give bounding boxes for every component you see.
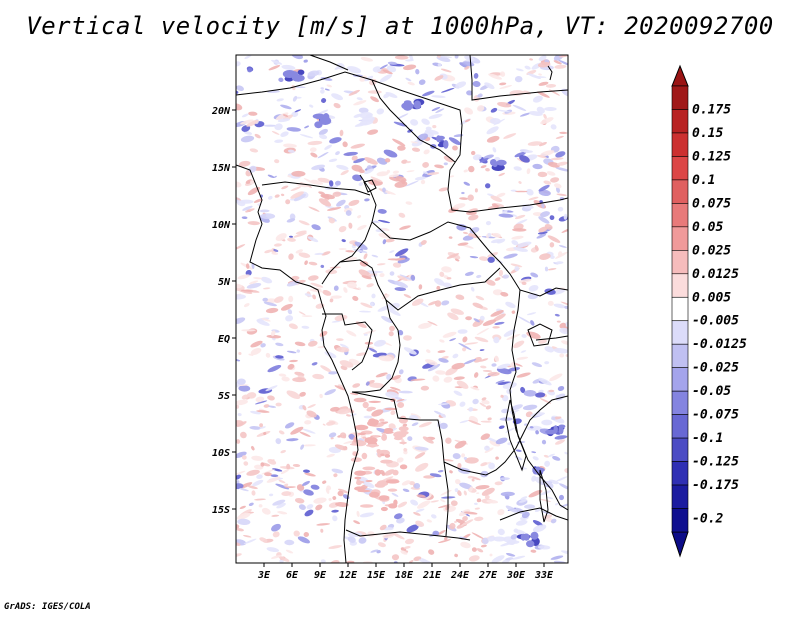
colorbar-label: 0.175: [692, 102, 731, 117]
footer-credit: GrADS: IGES/COLA: [4, 602, 91, 612]
velocity-field: [236, 55, 568, 563]
colorbar-swatch: [671, 109, 689, 134]
colorbar: 0.175 0.15 0.125 0.1 0.075 0.05 0.025 0.0125 0.0…: [671, 64, 747, 558]
colorbar-swatch: [671, 508, 689, 533]
border-nigeria: [261, 181, 371, 196]
lat-label: 10S: [212, 448, 230, 459]
colorbar-label: -0.025: [692, 361, 739, 376]
lake-malawi: [539, 469, 549, 523]
lat-axis: 20N 15N 10N 5N EQ 5S 10S 15S: [211, 106, 236, 516]
lon-label: 33E: [534, 570, 554, 581]
colorbar-label: -0.075: [692, 408, 739, 423]
coastline-west: [236, 164, 359, 563]
lon-label: 18E: [395, 570, 414, 581]
lat-label: EQ: [218, 334, 230, 345]
lat-label: 5N: [218, 277, 231, 288]
lon-label: 27E: [478, 570, 498, 581]
lon-label: 12E: [339, 570, 358, 581]
border-congo: [352, 299, 401, 393]
border-car: [371, 221, 568, 297]
border-zambia: [443, 461, 449, 537]
border-tanzania: [519, 395, 568, 441]
colorbar-bottom-arrow: [671, 531, 689, 558]
colorbar-label: 0.005: [692, 290, 731, 305]
lon-label: 6E: [286, 570, 299, 581]
chart-title: Vertical velocity [m/s] at 1000hPa, VT: …: [26, 12, 774, 40]
colorbar-label: -0.005: [692, 314, 739, 329]
colorbar-swatch: [671, 273, 689, 298]
border-angola-south: [345, 529, 471, 541]
lake-tanganyika: [505, 399, 527, 472]
colorbar-swatch: [671, 156, 689, 181]
border-east: [509, 289, 568, 511]
colorbar-label: -0.2: [692, 512, 723, 527]
border-chad: [321, 174, 377, 285]
lon-label: 15E: [367, 570, 386, 581]
lon-label: 24E: [450, 570, 470, 581]
boundaries: [236, 55, 568, 563]
colorbar-label: -0.175: [692, 478, 739, 493]
colorbar-label: -0.1: [692, 431, 723, 446]
colorbar-label: 0.025: [692, 243, 731, 258]
lon-label: 21E: [422, 570, 442, 581]
colorbar-swatch: [671, 85, 689, 110]
lon-axis: 3E 6E 9E 12E 15E 18E 21E 24E 27E 30E 33E: [257, 563, 554, 581]
colorbar-swatch: [671, 203, 689, 228]
colorbar-swatch: [671, 179, 689, 204]
colorbar-label: 0.05: [692, 220, 723, 235]
colorbar-swatch: [671, 132, 689, 157]
colorbar-label: 0.15: [692, 126, 723, 141]
colorbar-swatch: [671, 250, 689, 275]
border-north-1: [236, 71, 568, 213]
lake-chad: [363, 179, 377, 193]
coast-sudan: [547, 65, 553, 81]
lat-label: 15N: [212, 163, 231, 174]
border-east-2: [535, 335, 568, 341]
colorbar-swatch: [671, 367, 689, 392]
lat-label: 15S: [212, 505, 230, 516]
colorbar-label: 0.125: [692, 149, 731, 164]
lat-label: 20N: [211, 106, 231, 117]
colorbar-swatch: [671, 226, 689, 251]
colorbar-swatch: [671, 414, 689, 439]
colorbar-label: -0.125: [692, 455, 739, 470]
colorbar-label: 0.1: [692, 173, 715, 188]
colorbar-label: -0.05: [692, 384, 731, 399]
colorbar-label: -0.0125: [692, 337, 747, 352]
colorbar-label: 0.0125: [692, 267, 739, 282]
colorbar-swatch: [671, 437, 689, 462]
velocity-patches: [236, 55, 568, 563]
colorbar-top-arrow: [671, 64, 689, 87]
border-ne: [469, 55, 568, 101]
map-frame: [235, 54, 569, 564]
lon-label: 30E: [506, 570, 526, 581]
colorbar-swatch: [671, 320, 689, 345]
colorbar-swatch: [671, 343, 689, 368]
colorbar-label: 0.075: [692, 196, 731, 211]
border-gabon: [322, 313, 373, 371]
border-cameroon: [339, 259, 501, 311]
colorbar-swatch: [671, 296, 689, 322]
lat-label: 5S: [218, 391, 230, 402]
border-mozambique: [499, 507, 568, 521]
border-north-2: [371, 79, 456, 163]
colorbar-swatch: [671, 461, 689, 486]
border-drc-angola: [351, 391, 521, 476]
border-nw: [309, 55, 349, 71]
lon-label: 9E: [314, 570, 327, 581]
lon-label: 3E: [257, 570, 271, 581]
colorbar-swatch: [671, 390, 689, 415]
lat-label: 10N: [212, 220, 231, 231]
lake-victoria: [527, 323, 553, 347]
colorbar-swatch: [671, 484, 689, 509]
